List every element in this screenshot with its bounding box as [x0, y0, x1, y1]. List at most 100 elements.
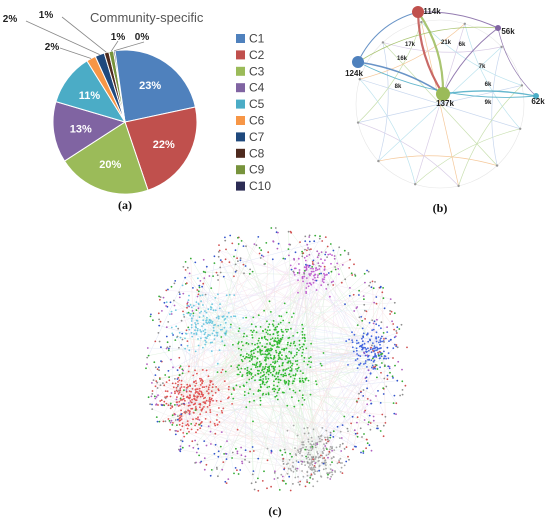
network-edge: [267, 330, 280, 343]
network-node: [204, 328, 207, 331]
network-node: [316, 268, 319, 271]
network-node: [217, 455, 220, 458]
network-edge: [361, 298, 391, 347]
network-edge: [372, 281, 376, 354]
network-node: [312, 267, 314, 270]
network-node: [314, 462, 317, 465]
network-node: [369, 372, 372, 375]
network-node: [314, 446, 317, 449]
network-node: [322, 352, 325, 354]
network-node: [156, 420, 159, 423]
network-node: [311, 266, 314, 268]
network-node: [381, 291, 384, 294]
network-edge: [221, 372, 303, 462]
network-edge: [302, 287, 380, 445]
network-edge: [357, 61, 444, 95]
network-node: [229, 234, 232, 237]
network-edge: [183, 314, 287, 465]
network-node: [235, 269, 238, 272]
network-node: [194, 350, 197, 353]
network-node: [377, 390, 379, 392]
edge-weight-label: 6k: [459, 42, 466, 48]
network-node: [360, 390, 362, 393]
network-node: [378, 341, 380, 344]
network-node: [361, 343, 364, 346]
network-node: [234, 249, 237, 252]
network-node: [237, 260, 239, 263]
network-node: [356, 367, 359, 370]
network-node: [169, 313, 171, 316]
network-node: [360, 345, 363, 348]
network-node: [269, 356, 272, 359]
network-node: [329, 478, 332, 480]
network-node: [254, 374, 257, 376]
network-edge: [149, 268, 296, 405]
network-node: [195, 417, 198, 420]
network-node: [366, 269, 368, 272]
pie-data-label: 2%: [45, 42, 60, 53]
network-node: [263, 263, 266, 266]
network-node: [188, 413, 191, 416]
network-node: [189, 384, 192, 387]
network-node: [170, 285, 173, 288]
network-node: [232, 343, 234, 346]
network-node: [371, 364, 374, 367]
network-node: [245, 406, 248, 409]
network-node: [258, 252, 261, 255]
network-node: [174, 378, 176, 380]
network-node: [291, 396, 293, 399]
network-node: [352, 293, 355, 296]
network-node: [263, 373, 266, 376]
network-node: [303, 270, 306, 272]
network-node: [176, 335, 179, 338]
network-edge: [219, 250, 371, 401]
network-node: [243, 332, 246, 335]
node-size-label: 56k: [501, 27, 515, 36]
network-node: [307, 285, 310, 288]
network-node: [308, 273, 311, 275]
edge-weight-label: 17k: [405, 42, 416, 48]
network-node: [262, 371, 265, 373]
network-node: [157, 394, 159, 397]
network-node: [301, 470, 303, 472]
network-node: [253, 329, 255, 332]
network-node: [213, 324, 215, 327]
network-node: [306, 255, 308, 258]
network-node: [367, 423, 370, 426]
network-node: [298, 269, 301, 271]
network-node: [197, 338, 199, 340]
network-node: [204, 343, 207, 346]
network-node: [165, 289, 168, 292]
network-node: [193, 380, 196, 383]
network-node: [183, 403, 186, 406]
network-node: [331, 473, 334, 476]
network-node: [379, 357, 381, 360]
network-edge: [285, 383, 316, 458]
network-node: [253, 399, 256, 402]
network-node: [154, 397, 157, 400]
network-node: [316, 276, 319, 278]
network-node: [168, 379, 171, 382]
network-node: [212, 399, 214, 402]
network-node: [236, 373, 239, 376]
network-node: [278, 489, 281, 491]
network-node: [276, 391, 279, 394]
network-node: [365, 350, 367, 353]
network-node: [187, 326, 190, 329]
network-edge: [173, 300, 326, 438]
network-node: [335, 446, 338, 449]
network-node: [375, 323, 378, 326]
network-node: [236, 257, 239, 260]
network-node: [251, 446, 254, 448]
network-node: [259, 399, 262, 402]
network-node: [224, 480, 227, 483]
network-edge: [220, 260, 271, 356]
network-node: [183, 389, 185, 392]
network-node: [189, 394, 192, 397]
network-edge: [203, 315, 341, 473]
network-edge: [311, 260, 314, 442]
network-node: [211, 386, 214, 389]
network-node: [265, 356, 268, 358]
network-node: [370, 366, 373, 369]
network-node: [177, 430, 179, 433]
